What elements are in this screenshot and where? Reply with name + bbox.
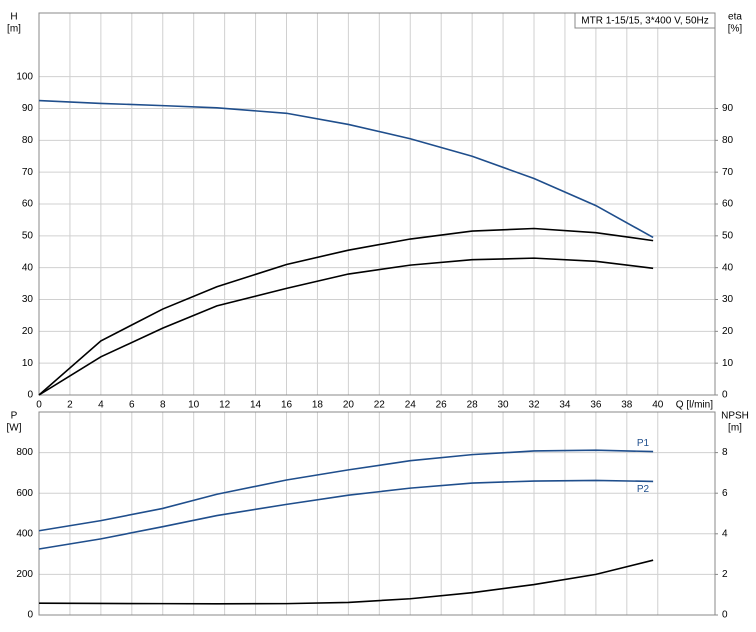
plot-frame [38, 12, 716, 396]
x-tick-label: 22 [374, 400, 386, 411]
y2-axis-unit: [m] [728, 423, 742, 434]
curve [38, 559, 654, 605]
y2-tick-label: 0 [722, 390, 728, 401]
y-tick-label: 200 [16, 569, 33, 580]
x-tick-label: 30 [498, 400, 510, 411]
y2-tick-label: 20 [722, 326, 734, 337]
x-tick-label: 40 [652, 400, 664, 411]
x-tick-label: 20 [343, 400, 355, 411]
x-tick-label: 34 [559, 400, 571, 411]
y-axis-unit: [m] [7, 24, 21, 35]
y-tick-label: 600 [16, 488, 33, 499]
series-label: P2 [637, 484, 650, 495]
x-tick-label: 6 [129, 400, 135, 411]
y2-tick-label: 4 [722, 528, 728, 539]
plot-frame [38, 411, 716, 616]
y-tick-label: 10 [22, 358, 34, 369]
y2-tick-label: 70 [722, 167, 734, 178]
y-tick-label: 60 [22, 199, 34, 210]
x-tick-label: 2 [67, 400, 73, 411]
x-tick-label: 16 [281, 400, 293, 411]
y-tick-label: 50 [22, 230, 34, 241]
y2-tick-label: 60 [722, 199, 734, 210]
y2-axis-label: NPSH [721, 411, 749, 422]
x-tick-label: 24 [405, 400, 417, 411]
plot-area [39, 412, 715, 615]
x-tick-label: 36 [590, 400, 602, 411]
y-axis-label: H [10, 12, 17, 23]
curve [38, 257, 654, 396]
y2-tick-label: 50 [722, 230, 734, 241]
x-tick-label: 12 [219, 400, 231, 411]
series-label: P1 [637, 438, 650, 449]
x-tick-label: 18 [312, 400, 324, 411]
x-tick-label: 32 [528, 400, 540, 411]
x-tick-label: 0 [36, 400, 42, 411]
y2-tick-label: 80 [722, 135, 734, 146]
y2-tick-label: 40 [722, 262, 734, 273]
x-axis-label: Q [l/min] [676, 400, 713, 411]
y-tick-label: 90 [22, 103, 34, 114]
y2-axis-label: eta [728, 12, 742, 23]
y2-tick-label: 30 [722, 294, 734, 305]
y-tick-label: 80 [22, 135, 34, 146]
x-tick-label: 26 [436, 400, 448, 411]
y-axis-label: P [11, 411, 18, 422]
y2-axis-unit: [%] [728, 24, 743, 35]
chart-title: MTR 1-15/15, 3*400 V, 50Hz [581, 16, 708, 27]
curve [38, 449, 654, 532]
y2-tick-label: 6 [722, 488, 728, 499]
y-tick-label: 70 [22, 167, 34, 178]
x-tick-label: 8 [160, 400, 166, 411]
y2-tick-label: 90 [722, 103, 734, 114]
plots: 0 2 4 6 8 10 12 14 16 18 20 22 24 26 28 30 32 34 36 38 40010… [7, 12, 749, 621]
y-tick-label: 100 [16, 71, 33, 82]
y-tick-label: 20 [22, 326, 34, 337]
curve [38, 227, 654, 396]
y-tick-label: 30 [22, 294, 34, 305]
y2-tick-label: 2 [722, 569, 728, 580]
x-tick-label: 4 [98, 400, 104, 411]
y-axis-unit: [W] [7, 423, 22, 434]
y-tick-label: 800 [16, 447, 33, 458]
x-tick-label: 14 [250, 400, 262, 411]
y-tick-label: 0 [27, 610, 33, 621]
y2-tick-label: 10 [722, 358, 734, 369]
y-tick-label: 0 [27, 390, 33, 401]
y-tick-label: 400 [16, 528, 33, 539]
curve [38, 99, 654, 239]
curve [38, 479, 654, 550]
y2-tick-label: 0 [722, 610, 728, 621]
x-tick-label: 10 [188, 400, 200, 411]
x-tick-label: 38 [621, 400, 633, 411]
x-tick-label: 28 [467, 400, 479, 411]
y2-tick-label: 8 [722, 447, 728, 458]
title-box [574, 12, 716, 29]
y-tick-label: 40 [22, 262, 34, 273]
